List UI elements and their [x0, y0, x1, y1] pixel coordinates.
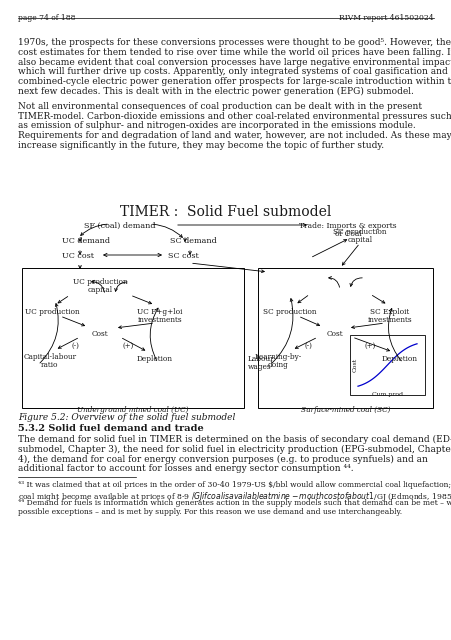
- Text: SF (coal) demand: SF (coal) demand: [84, 222, 156, 230]
- Text: submodel, Chapter 3), the need for solid fuel in electricity production (EPG-sub: submodel, Chapter 3), the need for solid…: [18, 445, 451, 454]
- Text: RIVM report 461502024: RIVM report 461502024: [339, 14, 433, 22]
- Text: SC production: SC production: [332, 228, 386, 236]
- Text: investments: investments: [367, 316, 411, 324]
- Text: TIMER :  Solid Fuel submodel: TIMER : Solid Fuel submodel: [120, 205, 331, 219]
- Text: Underground mined coal (UC): Underground mined coal (UC): [77, 406, 189, 414]
- Text: as emission of sulphur- and nitrogen-oxides are incorporated in the emissions mo: as emission of sulphur- and nitrogen-oxi…: [18, 122, 415, 131]
- Text: Cost: Cost: [92, 330, 108, 338]
- Text: Figure 5.2: Overview of the solid fuel submodel: Figure 5.2: Overview of the solid fuel s…: [18, 413, 235, 422]
- Text: (-): (-): [304, 342, 311, 350]
- Text: possible exceptions – and is met by supply. For this reason we use demand and us: possible exceptions – and is met by supp…: [18, 508, 401, 516]
- Text: combined-cycle electric power generation offer prospects for large-scale introdu: combined-cycle electric power generation…: [18, 77, 451, 86]
- Text: ⁴⁴ Demand for fuels is information which generates action in the supply models s: ⁴⁴ Demand for fuels is information which…: [18, 499, 451, 508]
- Text: (+): (+): [364, 342, 375, 350]
- Text: Cum prod: Cum prod: [371, 392, 402, 397]
- Text: next few decades. This is dealt with in the electric power generation (EPG) subm: next few decades. This is dealt with in …: [18, 87, 413, 96]
- Text: Surface-mined coal (SC): Surface-mined coal (SC): [300, 406, 389, 414]
- Bar: [22, 268, 244, 408]
- Text: doing: doing: [267, 361, 288, 369]
- Text: UC production: UC production: [25, 308, 79, 316]
- Text: capital: capital: [347, 236, 372, 244]
- Text: capital: capital: [87, 286, 112, 294]
- Bar: [258, 268, 432, 408]
- Text: 1970s, the prospects for these conversions processes were thought to be good⁵. H: 1970s, the prospects for these conversio…: [18, 38, 450, 47]
- Text: UC production: UC production: [73, 278, 127, 286]
- Text: Depletion: Depletion: [381, 355, 417, 363]
- Text: TIMER-model. Carbon-dioxide emissions and other coal-related environmental press: TIMER-model. Carbon-dioxide emissions an…: [18, 111, 451, 120]
- Text: UC F+g+loi: UC F+g+loi: [137, 308, 182, 316]
- Text: SC production: SC production: [262, 308, 316, 316]
- Text: (-): (-): [71, 342, 79, 350]
- Text: increase significantly in the future, they may become the topic of further study: increase significantly in the future, th…: [18, 141, 383, 150]
- Text: Requirements for and degradation of land and water, however, are not included. A: Requirements for and degradation of land…: [18, 131, 451, 140]
- Text: The demand for solid fuel in TIMER is determined on the basis of secondary coal : The demand for solid fuel in TIMER is de…: [18, 435, 451, 444]
- Text: cost estimates for them tended to rise over time while the world oil prices have: cost estimates for them tended to rise o…: [18, 48, 451, 57]
- Text: of Coal: of Coal: [334, 230, 361, 238]
- Text: SC Exploit: SC Exploit: [369, 308, 409, 316]
- Text: SC cost: SC cost: [168, 252, 198, 260]
- Text: Not all environmental consequences of coal production can be dealt with in the p: Not all environmental consequences of co…: [18, 102, 421, 111]
- Text: Learning-by-: Learning-by-: [254, 353, 301, 361]
- Text: additional factor to account for losses and energy sector consumption ⁴⁴.: additional factor to account for losses …: [18, 465, 353, 474]
- Text: 4), the demand for coal for energy conversion purposes (e.g. to produce synfuels: 4), the demand for coal for energy conve…: [18, 454, 427, 464]
- Text: investments: investments: [138, 316, 182, 324]
- Text: Labour: Labour: [248, 355, 274, 363]
- Text: (+): (+): [122, 342, 133, 350]
- Text: page 74 of 188: page 74 of 188: [18, 14, 75, 22]
- Text: UC cost: UC cost: [62, 252, 94, 260]
- Text: 5.3.2 Solid fuel demand and trade: 5.3.2 Solid fuel demand and trade: [18, 424, 203, 433]
- Text: Cost: Cost: [326, 330, 343, 338]
- Text: also became evident that coal conversion processes have large negative environme: also became evident that coal conversion…: [18, 58, 451, 67]
- Text: Cost: Cost: [352, 358, 357, 372]
- Text: which will further drive up costs. Apparently, only integrated systems of coal g: which will further drive up costs. Appar…: [18, 67, 447, 76]
- Text: wages: wages: [248, 363, 271, 371]
- Text: UC demand: UC demand: [62, 237, 110, 245]
- Text: SC demand: SC demand: [170, 237, 216, 245]
- Text: Capital-labour: Capital-labour: [23, 353, 76, 361]
- Text: Trade: Imports & exports: Trade: Imports & exports: [299, 222, 396, 230]
- Text: coal might become available at prices of 8-9 $/GJ if coal is available at mine-m: coal might become available at prices of…: [18, 490, 451, 502]
- Text: ratio: ratio: [41, 361, 59, 369]
- Text: Depletion: Depletion: [137, 355, 173, 363]
- Text: ⁴³ It was claimed that at oil prices in the order of 30-40 1979-US $/bbl would a: ⁴³ It was claimed that at oil prices in …: [18, 481, 451, 489]
- Bar: [349, 335, 424, 395]
